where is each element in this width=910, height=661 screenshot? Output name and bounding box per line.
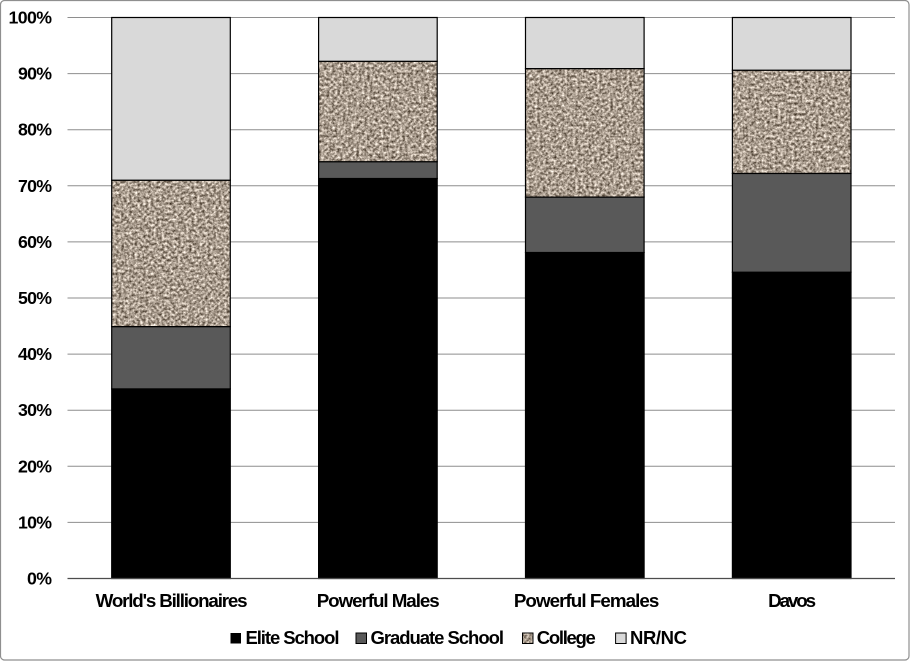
svg-text:NR/NC: NR/NC (630, 627, 687, 648)
svg-text:Graduate School: Graduate School (371, 627, 505, 648)
svg-text:60%: 60% (18, 232, 52, 252)
svg-text:Powerful Females: Powerful Females (514, 590, 660, 611)
svg-text:10%: 10% (18, 512, 52, 532)
svg-text:70%: 70% (18, 176, 52, 196)
svg-text:Davos: Davos (768, 590, 816, 611)
svg-text:20%: 20% (18, 456, 52, 476)
svg-text:100%: 100% (9, 8, 53, 28)
svg-text:0%: 0% (27, 569, 52, 589)
svg-text:50%: 50% (18, 288, 52, 308)
svg-text:40%: 40% (18, 344, 52, 364)
svg-text:Elite School: Elite School (246, 627, 340, 648)
svg-text:College: College (537, 627, 596, 648)
svg-text:90%: 90% (18, 64, 52, 84)
svg-text:80%: 80% (18, 120, 52, 140)
svg-text:Powerful Males: Powerful Males (317, 590, 440, 611)
svg-text:30%: 30% (18, 400, 52, 420)
svg-text:World's Billionaires: World's Billionaires (96, 590, 248, 611)
